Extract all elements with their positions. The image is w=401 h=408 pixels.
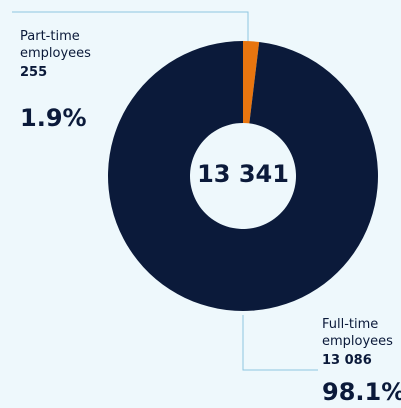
percent-label: 1.9% (20, 104, 87, 132)
count-label: 13 086 (322, 353, 372, 368)
donut-slice (107, 41, 378, 311)
leader-line (242, 315, 318, 371)
leader-line (12, 11, 249, 42)
count-label: 255 (20, 65, 48, 80)
category-label: Full-time employees (322, 317, 393, 349)
percent-label: 98.1% (322, 378, 401, 406)
center-label: 13 341 (197, 160, 289, 188)
donut-slice (243, 41, 260, 124)
category-label: Part-time employees (20, 29, 91, 61)
